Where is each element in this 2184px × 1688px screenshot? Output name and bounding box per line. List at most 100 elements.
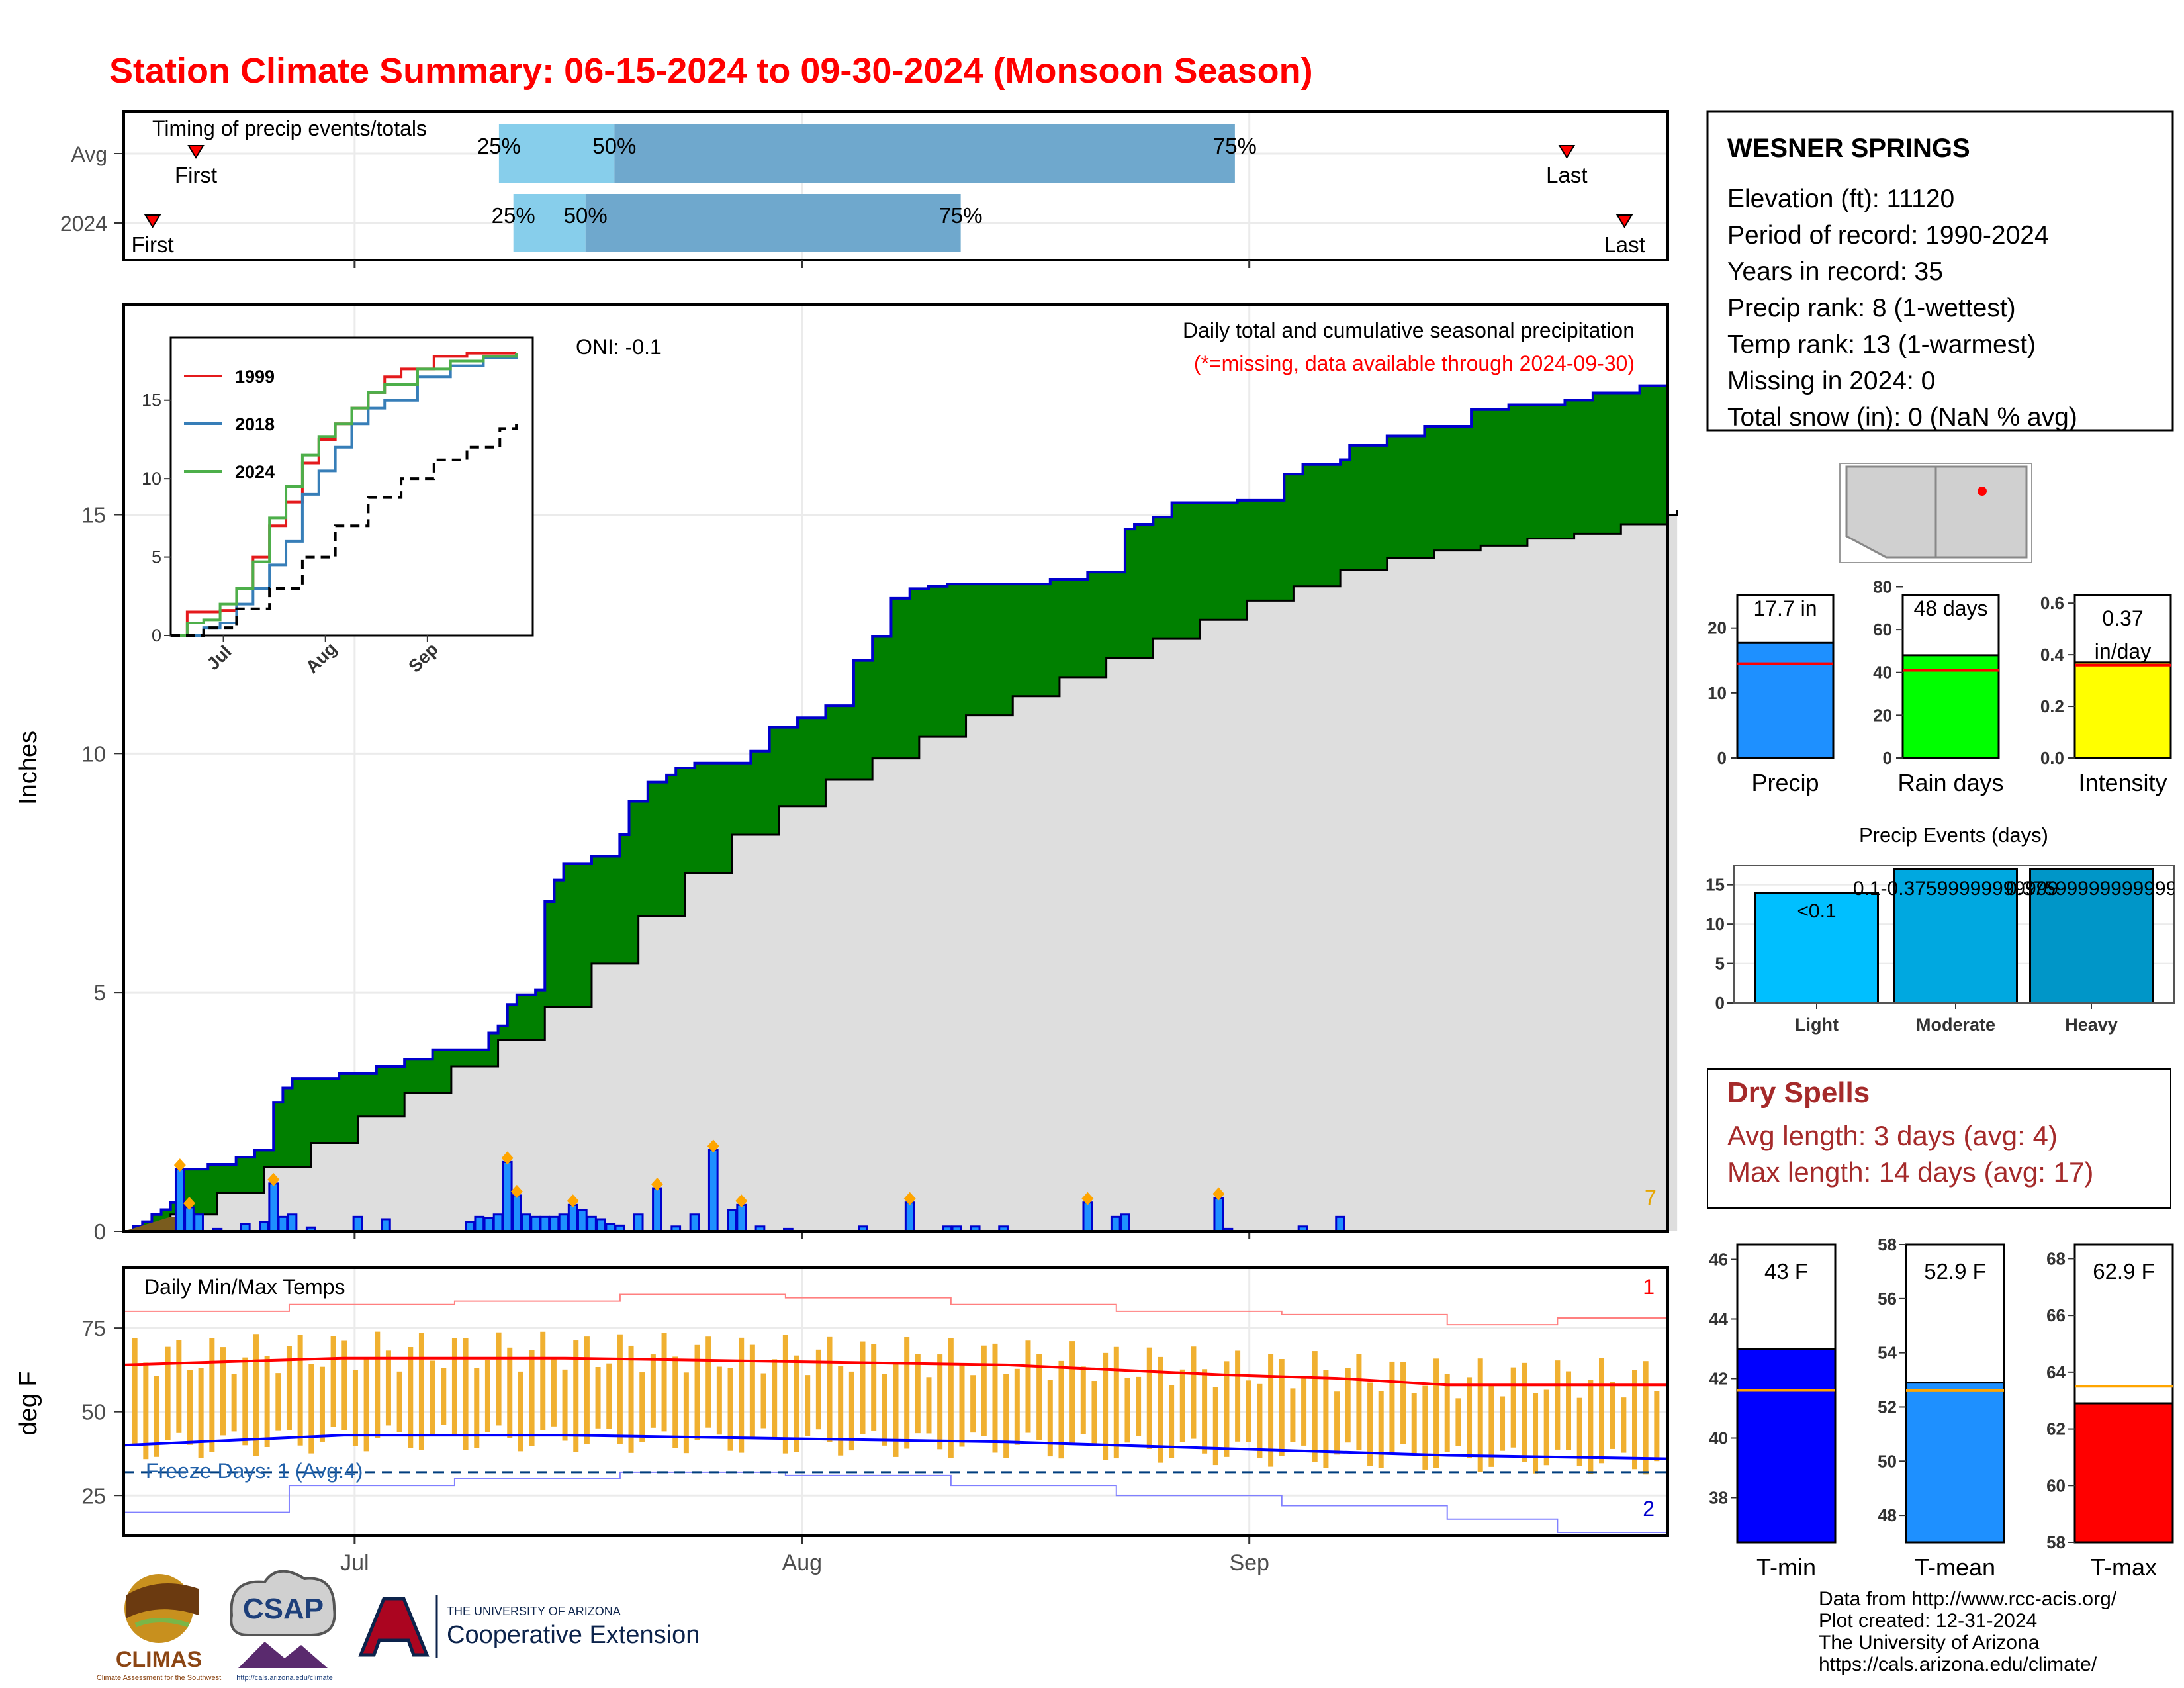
temp-totals-y-tick-label: 50 [1878,1451,1897,1471]
temps-daily-bar [794,1355,799,1452]
ua-logo-top-text: THE UNIVERSITY OF ARIZONA [447,1605,621,1618]
timing-chart: 25% 50% 75% First Last Avg 25% 50% 75% First Last 2… [60,110,1669,268]
temps-daily-bar [860,1341,866,1434]
temps-daily-bar [1025,1340,1031,1433]
temps-x-tick-label: Aug [782,1550,823,1575]
dry-avg-text: Avg length: 3 days (avg: 4) [1727,1120,2058,1151]
timing-label-25: 25% [477,134,521,158]
events-bar [1754,892,1879,1004]
totals-y-tick-label: 20 [1707,618,1727,638]
temps-daily-bar [1378,1391,1384,1468]
temps-avg-min-line [123,1434,1668,1460]
station-line: Precip rank: 8 (1-wettest) [1727,294,2016,322]
temp-totals-y-tick-label: 40 [1709,1429,1728,1448]
events-category-label: Light [1795,1015,1839,1035]
totals-bar [2073,661,2172,759]
temps-daily-bar [209,1338,215,1452]
timing-label-50: 50% [564,203,608,228]
temps-daily-bar [848,1371,854,1451]
station-line: Period of record: 1990-2024 [1727,221,2049,250]
totals-y-tick-label: 0 [1883,748,1892,768]
totals-y-tick-label: 20 [1873,705,1892,725]
climas-logo-mountain [126,1583,199,1618]
temps-daily-bar [1500,1396,1506,1451]
precip-daily-marker [173,1158,186,1172]
temps-daily-bar [992,1343,998,1453]
precip-daily-bar [539,1215,551,1233]
events-bar [2029,868,2154,1004]
precip-daily-bar [549,1215,560,1233]
events-y-tick-label: 0 [1715,993,1725,1013]
page-title: Station Climate Summary: 06-15-2024 to 0… [109,51,1313,91]
temps-daily-bar [749,1344,755,1438]
climas-logo-swoosh [134,1618,190,1628]
totals-category-label: Intensity [2078,769,2167,796]
precip-line-2024 [124,384,1668,1233]
temp-totals-bar [1905,1382,2005,1544]
temps-daily-bar [562,1369,568,1441]
precip-frame [122,303,1669,1233]
precip-daily-bar [707,1149,719,1233]
events-frame [1733,865,2175,1004]
totals-bar [1901,654,2000,759]
timing-label-last: Last [1604,232,1645,257]
station-line: Temp rank: 13 (1-warmest) [1727,330,2036,359]
temps-daily-bar [948,1338,954,1458]
temps-daily-bar [573,1340,579,1452]
temps-daily-bar [1179,1369,1185,1442]
dry-title: Dry Spells [1727,1076,1870,1109]
temps-daily-bar [286,1346,292,1430]
temp-totals-y-tick-label: 58 [1878,1235,1897,1254]
precip-daily-bar [1082,1201,1093,1233]
precip-daily-bar [268,1182,279,1233]
temp-totals-category-label: T-max [2091,1554,2157,1581]
temps-daily-bar [882,1374,887,1446]
temps-daily-bar [606,1363,612,1429]
footer-line: Data from http://www.rcc-acis.org/ [1819,1588,2117,1610]
precip-daily-marker [510,1184,523,1198]
temps-daily-bar [1246,1380,1251,1442]
precip-daily-bar [652,1187,662,1233]
temps-x-tick-label: Sep [1229,1550,1269,1575]
temp-totals-value-label: 43 F [1764,1259,1808,1284]
temps-daily-bar [198,1368,204,1458]
temps-chart: Daily Min/Max Temps Freeze Days: 1 (Avg:4… [15,1266,1669,1575]
temps-daily-bar [1136,1376,1142,1436]
temps-daily-bar [805,1375,811,1436]
temps-daily-bar [959,1365,965,1447]
temps-daily-bar [705,1336,711,1428]
temps-daily-bar [1334,1391,1340,1455]
temps-daily-bar [1113,1346,1119,1459]
precip-daily-marker [903,1192,916,1205]
precip-daily-bar [521,1213,531,1233]
temps-daily-bar [871,1344,877,1431]
precip-daily-bar [193,1213,204,1233]
temps-daily-bar [584,1336,590,1444]
timing-label-first: First [175,163,217,187]
temps-daily-bar [981,1345,987,1436]
precip-daily-bar [381,1218,391,1233]
precip-daily-marker [183,1196,195,1210]
inset-average-line [171,419,518,637]
temps-daily-bar [617,1334,623,1444]
logos: CLIMAS Climate Assessment for the Southwe… [97,1570,700,1682]
temps-daily-bar [893,1364,899,1457]
temps-daily-bar [815,1349,821,1430]
precip-y-tick-label: 0 [94,1219,106,1244]
precip-daily-marker [1212,1187,1225,1201]
temps-daily-bar [694,1344,700,1440]
temps-daily-bar [1367,1382,1373,1466]
temps-daily-bar [782,1335,788,1454]
temps-daily-bar [396,1371,402,1432]
temps-daily-bar [628,1345,634,1453]
timing-y-label: 2024 [60,212,107,236]
temps-daily-bar [1080,1366,1086,1434]
temps-daily-bar [1103,1352,1109,1460]
temps-daily-bar [1279,1358,1285,1456]
temps-daily-bar [1543,1389,1549,1466]
temps-daily-bar [430,1360,435,1435]
temps-daily-bar [176,1340,182,1433]
temps-daily-bar [165,1346,171,1440]
